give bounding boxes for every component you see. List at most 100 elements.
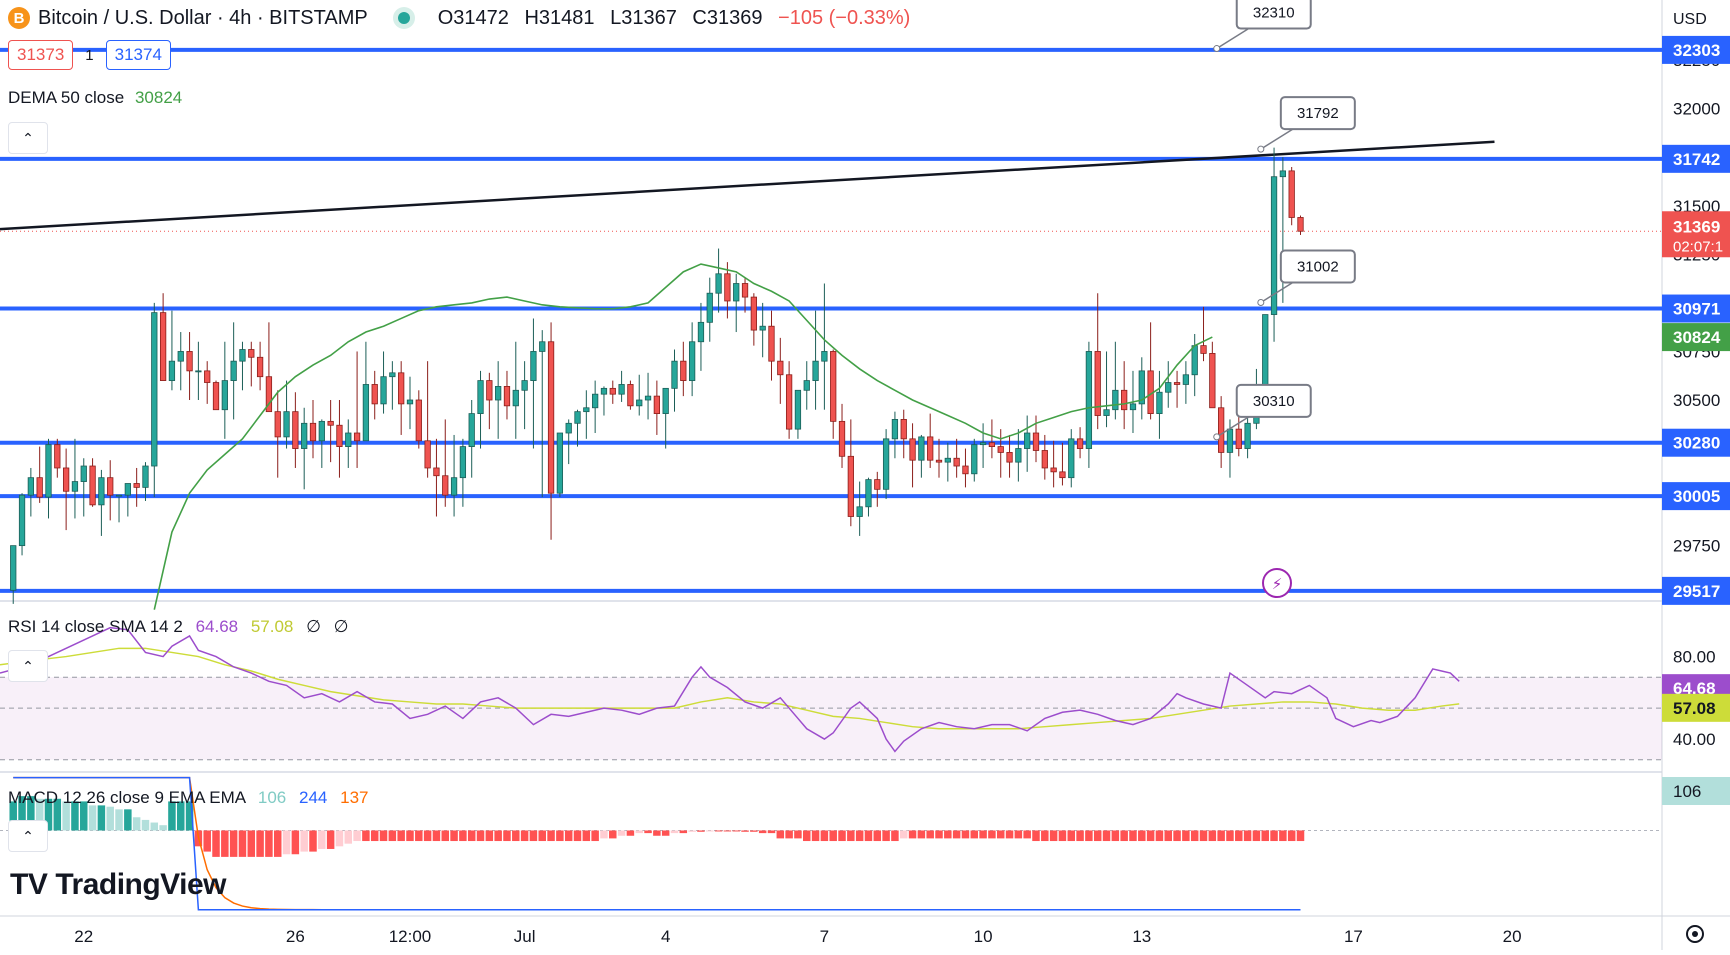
macd-hist-bar [635,830,643,834]
candle [98,469,105,536]
macd-hist-bar [247,830,256,857]
sell-price-button[interactable]: 31373 [8,40,74,70]
last-price-label: 31369 [1673,217,1720,236]
candle-body [1156,391,1163,414]
time-tick-label: 13 [1132,927,1151,946]
candle [1297,215,1304,235]
candle-body [1235,428,1242,449]
macd-hist-bar [1208,830,1217,842]
candle [459,438,467,507]
candle-body [1173,382,1181,385]
candle [54,438,61,478]
macd-hist-bar [1155,830,1164,842]
candle-body [107,477,114,496]
chevron-up-icon: ⌃ [22,657,34,674]
level-price-tag [1662,294,1730,323]
dema-legend[interactable]: DEMA 50 close 30824 [8,88,182,108]
macd-hist-bar [776,830,785,839]
candle [1006,434,1013,478]
candle-body [1024,432,1031,449]
candle [1059,442,1066,486]
candle-body [151,312,158,467]
candle-body [688,341,696,381]
candle-body [1218,407,1225,453]
candle-body [406,399,414,405]
candle [671,349,678,412]
candle [406,376,414,430]
price-tick-label: 32000 [1673,100,1720,119]
collapse-rsi-button[interactable]: ⌃ [8,650,48,682]
candle-body [521,380,528,391]
candle-body [1059,471,1066,479]
macd-hist-bar [1102,830,1111,842]
candle-body [195,370,202,373]
collapse-legend-button[interactable]: ⌃ [8,122,48,154]
symbol-title[interactable]: Bitcoin / U.S. Dollar · 4h · BITSTAMP [38,6,368,29]
candle-body [539,341,546,352]
macd-hist-bar [485,830,494,842]
candle-body [874,479,881,490]
candle [265,322,273,413]
candle [336,400,343,478]
gear-outer [1686,925,1704,943]
candle-body [530,351,537,381]
candle-body [1103,409,1110,416]
macd-hist-bar [617,830,626,836]
candle-body [1112,389,1119,411]
candle-body [944,457,951,463]
time-tick-label: 12:00 [389,927,432,946]
candle [715,248,722,313]
candle-body [741,283,749,298]
macd-hist-bar [476,830,485,842]
collapse-macd-button[interactable]: ⌃ [8,820,48,852]
candle-body [847,455,854,517]
ohlc-readout: O31472 H31481 L31367 C31369 −105 (−0.33%… [438,7,921,30]
candle [133,467,140,507]
macd-legend[interactable]: MACD 12 26 close 9 EMA EMA 106 244 137 [8,788,368,808]
candle-body [750,296,757,331]
time-tick-label: Jul [514,927,536,946]
spread-value: 1 [85,46,94,64]
time-tick-label: 4 [661,927,670,946]
lightning-icon: ⚡ [1262,568,1292,598]
candle [759,302,766,358]
candle [495,361,502,439]
candle-body [256,356,264,378]
candle-body [600,387,608,395]
change-value: −105 (−0.33%) [778,6,911,29]
macd-hist-bar [564,830,573,842]
price-tick-label: 31500 [1673,197,1720,216]
candle [1147,322,1154,420]
macd-hist-bar [1287,830,1296,842]
rsi-value-label: 64.68 [1673,679,1716,698]
market-status-icon[interactable] [397,12,410,24]
macd-hist-bar [362,830,370,842]
candle [301,407,308,490]
time-tick-label: 22 [74,927,93,946]
candle-body [609,387,616,395]
macd-hist-bar [829,830,837,842]
bid-ask-box: 31373 1 31374 [8,40,171,70]
candle-body [389,372,396,378]
candle-body [838,420,846,457]
candle-body [697,321,705,343]
macd-hist-bar [282,830,291,855]
rsi-band-fill [0,677,1662,760]
macd-hist-bar [132,817,141,831]
tradingview-logo[interactable]: TV TradingView [10,868,227,902]
macd-hist-bar [1120,830,1128,842]
candle [477,370,484,449]
macd-hist-bar [838,830,846,842]
buy-price-button[interactable]: 31374 [105,40,171,70]
callout-box [1235,383,1312,418]
macd-hist-bar [512,830,520,842]
candle-body [768,325,775,362]
candle-body [1279,170,1287,178]
macd-hist-bar [653,830,661,836]
macd-hist-bar [520,830,529,842]
callout-label: 32310 [1253,5,1295,22]
candle [186,332,193,400]
rsi-legend[interactable]: RSI 14 close SMA 14 2 64.68 57.08 ∅ ∅ [8,617,348,637]
candle-body [1226,428,1234,453]
